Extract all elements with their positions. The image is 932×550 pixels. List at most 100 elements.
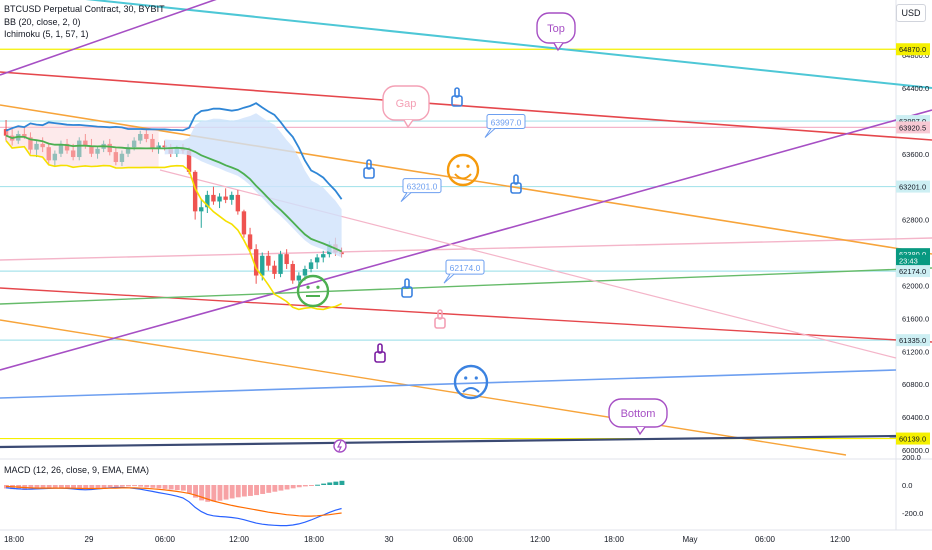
price-tag-label: 62174.0 xyxy=(899,267,926,276)
price-tag-label: 63201.0 xyxy=(899,183,926,192)
candle-body xyxy=(278,254,283,274)
macd-histogram-bar xyxy=(156,485,162,489)
price-tag-label: 61335.0 xyxy=(899,336,926,345)
time-tick-label: 06:00 xyxy=(453,535,474,544)
price-callout-text: 63997.0 xyxy=(491,117,522,127)
bubble-tail xyxy=(635,426,646,436)
macd-tick-label: 0.0 xyxy=(902,481,912,490)
price-tag xyxy=(896,248,930,261)
candle-body xyxy=(314,257,320,263)
macd-histogram-bar xyxy=(187,485,192,494)
price-callout-box xyxy=(402,178,442,194)
macd-histogram-bar xyxy=(284,485,290,490)
happy-face-icon-eye xyxy=(456,164,460,168)
sad-face-icon-mouth xyxy=(462,387,480,393)
hand-pointer-icon xyxy=(451,95,463,107)
macd-histogram-bar xyxy=(34,485,40,490)
candle-body xyxy=(217,196,222,202)
ichimoku-indicator-label[interactable]: Ichimoku (5, 1, 57, 1) xyxy=(4,29,89,39)
trend-line xyxy=(0,237,932,261)
price-tag xyxy=(896,180,930,193)
sad-face-icon xyxy=(453,364,489,400)
candle-body xyxy=(235,194,241,212)
time-tick-label: 12:00 xyxy=(830,535,851,544)
hand-pointer-icon-finger xyxy=(454,87,460,98)
bb-indicator-label[interactable]: BB (20, close, 2, 0) xyxy=(4,17,81,27)
macd-histogram-bar xyxy=(113,485,119,487)
price-tick-label: 64800.0 xyxy=(902,51,929,60)
price-tag xyxy=(896,121,930,134)
trend-line xyxy=(0,369,897,399)
symbol-title[interactable]: BTCUSD Perpetual Contract, 30, BYBIT xyxy=(4,4,165,14)
candle-body xyxy=(272,265,277,274)
macd-histogram-bar xyxy=(321,483,327,485)
neutral-face-icon-eye xyxy=(306,285,310,289)
price-callout-box xyxy=(486,113,526,129)
macd-histogram-bar xyxy=(174,485,180,491)
trend-line xyxy=(0,267,932,305)
candle-body xyxy=(308,262,314,269)
happy-face-icon-eye xyxy=(466,164,470,168)
currency-button[interactable]: USD xyxy=(896,4,926,22)
price-tick-label: 60000.0 xyxy=(902,446,929,455)
price-tick-label: 64400.0 xyxy=(902,84,929,93)
hand-pointer-icon-finger xyxy=(513,174,519,185)
price-tag xyxy=(896,265,930,278)
bubble-text: Top xyxy=(547,23,565,35)
macd-histogram-bar xyxy=(278,485,284,491)
macd-histogram-bar xyxy=(77,485,83,489)
time-tick-label: 18:00 xyxy=(304,535,325,544)
macd-histogram-bar xyxy=(333,481,339,485)
macd-histogram-bar xyxy=(65,485,70,488)
time-tick-label: 06:00 xyxy=(155,535,176,544)
macd-histogram-bar xyxy=(46,485,52,489)
hand-pointer-icon xyxy=(510,182,522,194)
bb-upper-band xyxy=(5,102,343,200)
price-callout-box xyxy=(445,259,485,275)
macd-histogram-bar xyxy=(126,485,131,487)
trend-line xyxy=(85,0,932,89)
macd-histogram-bar xyxy=(254,485,259,496)
candle-body xyxy=(253,249,259,276)
bb-basis xyxy=(5,134,342,253)
time-tick-label: 12:00 xyxy=(229,535,250,544)
price-tag-label: 62380.0 xyxy=(899,250,926,259)
macd-histogram-bar xyxy=(309,485,314,486)
price-tag-label: 60139.0 xyxy=(899,435,926,444)
trend-line xyxy=(0,0,217,76)
bb-lower-band xyxy=(5,140,342,311)
macd-tick-label: -200.0 xyxy=(902,509,923,518)
macd-histogram-bar xyxy=(150,485,156,488)
neutral-face-icon-eye xyxy=(316,285,320,289)
bubble-text: Gap xyxy=(396,98,417,110)
price-callout-tail xyxy=(484,128,496,138)
macd-histogram-bar xyxy=(302,485,308,487)
trend-line xyxy=(0,109,932,371)
candle-body xyxy=(229,194,234,200)
lightning-icon xyxy=(337,440,342,452)
macd-histogram-bar xyxy=(241,485,247,497)
macd-histogram-bar xyxy=(229,485,235,499)
bubble-tail xyxy=(553,42,564,52)
macd-histogram-bar xyxy=(107,485,113,488)
macd-histogram-bar xyxy=(199,485,205,501)
macd-histogram-bar xyxy=(327,482,333,485)
macd-histogram-bar xyxy=(132,485,137,487)
hand-pointer-icon xyxy=(434,317,446,329)
macd-histogram-bar xyxy=(211,485,217,502)
happy-face-icon-mouth xyxy=(454,173,472,180)
candle-body xyxy=(211,194,216,202)
price-tag xyxy=(896,43,930,56)
candle-body xyxy=(205,194,210,208)
macd-line xyxy=(5,486,342,527)
macd-histogram-bar xyxy=(52,485,58,489)
time-tick-label: 29 xyxy=(85,535,94,544)
time-tick-label: May xyxy=(682,535,697,544)
hand-pointer-icon-finger xyxy=(377,343,383,354)
macd-tick-label: 200.0 xyxy=(902,453,921,462)
macd-indicator-label[interactable]: MACD (12, 26, close, 9, EMA, EMA) xyxy=(4,465,150,475)
price-tick-label: 63600.0 xyxy=(902,150,929,159)
price-callout-text: 62174.0 xyxy=(450,263,481,273)
time-tick-label: 18:00 xyxy=(4,535,25,544)
